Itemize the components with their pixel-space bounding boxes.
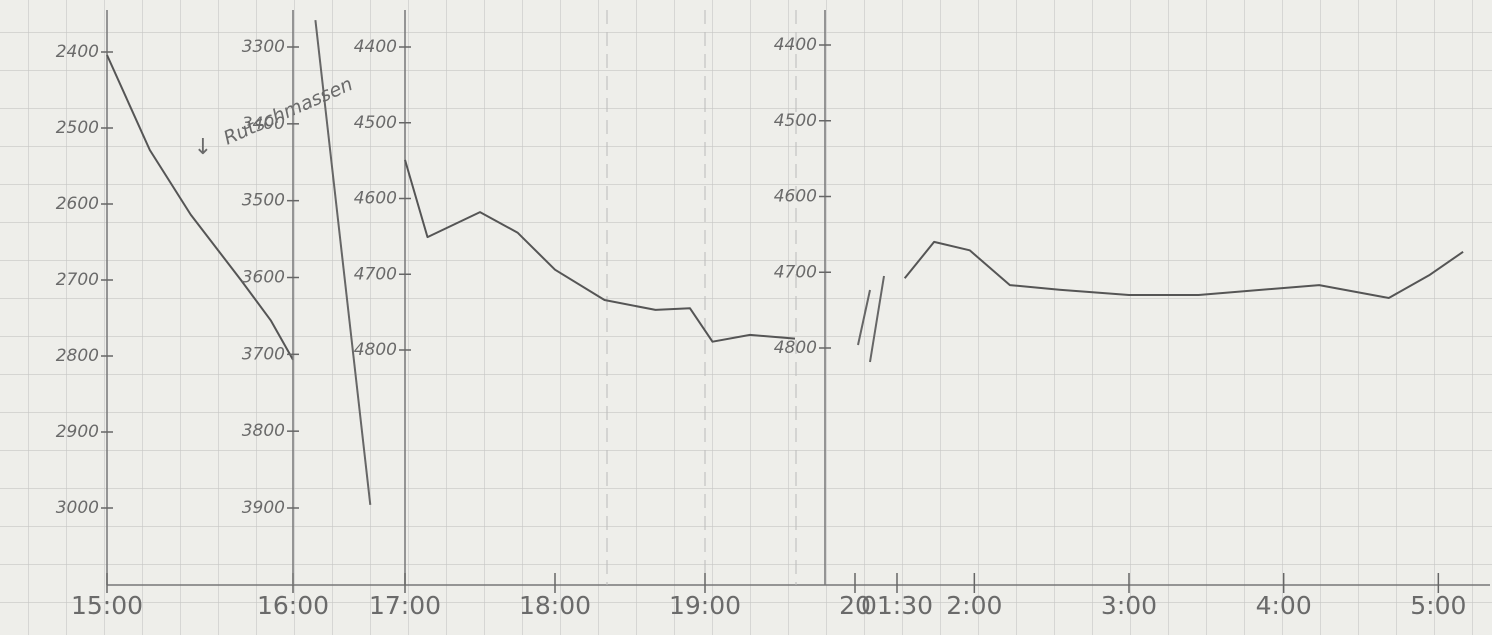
y-tick-label: 3500 bbox=[242, 191, 285, 211]
axis-break bbox=[857, 289, 871, 346]
y-tick-label: 4400 bbox=[774, 35, 817, 55]
y-tick-label: 3900 bbox=[242, 498, 285, 518]
axis-break bbox=[869, 275, 885, 363]
x-tick-label: 17:00 bbox=[369, 591, 441, 620]
y-tick-label: 3600 bbox=[242, 268, 285, 288]
y-tick-label: 3300 bbox=[242, 37, 285, 57]
y-tick-label: 4800 bbox=[774, 338, 817, 358]
x-tick-label: 01:30 bbox=[861, 591, 933, 620]
x-tick-label: 20 bbox=[839, 591, 871, 620]
y-tick-label: 3800 bbox=[242, 421, 285, 441]
y-tick-label: 4700 bbox=[774, 262, 817, 282]
y-tick-label: 4500 bbox=[774, 111, 817, 131]
y-tick-label: 2800 bbox=[56, 346, 99, 366]
x-tick-label: 5:00 bbox=[1410, 591, 1466, 620]
y-tick-label: 2600 bbox=[56, 194, 99, 214]
y-tick-label: 4400 bbox=[354, 37, 397, 57]
y-tick-label: 4700 bbox=[354, 264, 397, 284]
y-tick-label: 3400 bbox=[242, 114, 285, 134]
y-tick-label: 2500 bbox=[56, 118, 99, 138]
y-tick-label: 2900 bbox=[56, 422, 99, 442]
y-tick-label: 2400 bbox=[56, 42, 99, 62]
x-tick-label: 16:00 bbox=[257, 591, 329, 620]
y-tick-label: 4500 bbox=[354, 113, 397, 133]
y-tick-label: 2700 bbox=[56, 270, 99, 290]
y-tick-label: 4600 bbox=[354, 189, 397, 209]
x-tick-label: 2:00 bbox=[946, 591, 1002, 620]
data-line bbox=[314, 19, 372, 506]
x-tick-label: 15:00 bbox=[71, 591, 143, 620]
arrow: ↓ bbox=[194, 135, 212, 160]
x-tick-label: 19:00 bbox=[669, 591, 741, 620]
data-line bbox=[106, 54, 294, 361]
x-tick-label: 3:00 bbox=[1101, 591, 1157, 620]
y-tick-label: 4800 bbox=[354, 340, 397, 360]
y-tick-label: 3700 bbox=[242, 344, 285, 364]
x-tick-label: 4:00 bbox=[1256, 591, 1312, 620]
y-tick-label: 3000 bbox=[56, 498, 99, 518]
data-line bbox=[903, 240, 1464, 299]
x-tick-label: 18:00 bbox=[519, 591, 591, 620]
y-tick-label: 4600 bbox=[774, 187, 817, 207]
data-line bbox=[404, 159, 796, 343]
